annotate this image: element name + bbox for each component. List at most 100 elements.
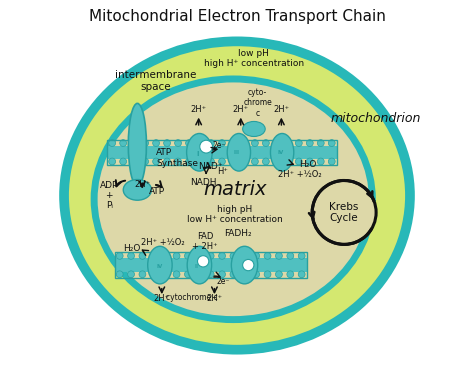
Text: NADH: NADH — [190, 178, 217, 187]
Text: Mitochondrial Electron Transport Chain: Mitochondrial Electron Transport Chain — [89, 9, 385, 24]
Ellipse shape — [64, 41, 410, 350]
Circle shape — [198, 256, 209, 267]
Circle shape — [150, 271, 157, 278]
Circle shape — [109, 158, 116, 165]
Circle shape — [139, 271, 146, 278]
Circle shape — [128, 271, 135, 278]
Circle shape — [263, 139, 269, 147]
Circle shape — [207, 252, 214, 259]
Ellipse shape — [271, 133, 294, 171]
Text: ADP
+
Pᵢ: ADP + Pᵢ — [100, 180, 118, 211]
Text: 2H⁺: 2H⁺ — [191, 105, 207, 114]
Circle shape — [219, 271, 226, 278]
Text: 2H⁺: 2H⁺ — [273, 105, 290, 114]
Text: 2H⁺: 2H⁺ — [134, 180, 150, 190]
Text: IV: IV — [277, 150, 283, 155]
Text: H₂O: H₂O — [123, 244, 140, 253]
Text: FADH₂: FADH₂ — [224, 229, 252, 238]
Bar — [107, 152, 337, 159]
Text: IV: IV — [157, 264, 163, 270]
Circle shape — [275, 271, 283, 278]
Circle shape — [196, 252, 203, 259]
Circle shape — [240, 158, 247, 165]
Text: 2H⁺: 2H⁺ — [233, 105, 249, 114]
Text: 2e⁻: 2e⁻ — [213, 141, 226, 150]
Circle shape — [253, 252, 260, 259]
Circle shape — [120, 158, 127, 165]
Circle shape — [162, 271, 169, 278]
Circle shape — [241, 271, 248, 278]
Text: ATP
Synthase: ATP Synthase — [156, 148, 198, 168]
Text: matrix: matrix — [203, 180, 267, 199]
Circle shape — [318, 158, 324, 165]
Circle shape — [186, 139, 192, 147]
Circle shape — [284, 158, 291, 165]
Text: cytochrome c: cytochrome c — [166, 293, 218, 302]
Circle shape — [109, 139, 116, 147]
Circle shape — [197, 158, 203, 165]
Text: II: II — [194, 264, 199, 270]
Circle shape — [153, 139, 160, 147]
Circle shape — [318, 139, 324, 147]
Ellipse shape — [123, 180, 152, 200]
Circle shape — [208, 158, 214, 165]
Circle shape — [284, 139, 291, 147]
Circle shape — [208, 139, 214, 147]
Circle shape — [243, 259, 254, 271]
Ellipse shape — [148, 246, 172, 284]
Circle shape — [184, 271, 191, 278]
Circle shape — [196, 271, 203, 278]
Circle shape — [128, 252, 135, 259]
Circle shape — [328, 158, 335, 165]
Text: III: III — [234, 150, 240, 155]
Ellipse shape — [187, 246, 211, 284]
Text: 2H⁺: 2H⁺ — [206, 294, 222, 303]
Ellipse shape — [231, 246, 258, 284]
Circle shape — [131, 139, 137, 147]
Ellipse shape — [227, 133, 251, 171]
Text: H₂O: H₂O — [299, 160, 316, 169]
Circle shape — [197, 139, 203, 147]
Circle shape — [306, 158, 313, 165]
Circle shape — [263, 158, 269, 165]
Circle shape — [229, 158, 237, 165]
Circle shape — [219, 252, 226, 259]
Circle shape — [240, 139, 247, 147]
Bar — [107, 146, 337, 152]
Circle shape — [142, 139, 148, 147]
Circle shape — [174, 158, 182, 165]
Circle shape — [153, 158, 160, 165]
Circle shape — [173, 252, 180, 259]
Text: cyto-
chrome
c: cyto- chrome c — [243, 88, 272, 118]
Circle shape — [207, 271, 214, 278]
Circle shape — [252, 139, 258, 147]
Circle shape — [328, 139, 335, 147]
Bar — [115, 252, 307, 278]
Text: FAD
+ 2H⁺: FAD + 2H⁺ — [192, 232, 218, 251]
Circle shape — [219, 139, 225, 147]
Circle shape — [298, 271, 305, 278]
Circle shape — [142, 158, 148, 165]
Circle shape — [200, 140, 212, 153]
Circle shape — [306, 139, 313, 147]
Circle shape — [275, 252, 283, 259]
Circle shape — [295, 158, 302, 165]
Circle shape — [164, 139, 171, 147]
Circle shape — [287, 271, 294, 278]
Circle shape — [120, 139, 127, 147]
Circle shape — [273, 139, 280, 147]
Text: 2H⁺ +½O₂: 2H⁺ +½O₂ — [278, 170, 322, 179]
Circle shape — [264, 271, 271, 278]
Bar — [107, 139, 337, 165]
Bar — [115, 258, 307, 265]
Circle shape — [116, 271, 123, 278]
Text: 2H⁺: 2H⁺ — [154, 294, 170, 303]
Circle shape — [230, 252, 237, 259]
Text: Krebs
Cycle: Krebs Cycle — [329, 202, 359, 223]
Circle shape — [295, 139, 302, 147]
Circle shape — [229, 139, 237, 147]
Circle shape — [264, 252, 271, 259]
Circle shape — [312, 180, 376, 244]
Text: 2e⁻: 2e⁻ — [216, 277, 229, 287]
Circle shape — [174, 139, 182, 147]
